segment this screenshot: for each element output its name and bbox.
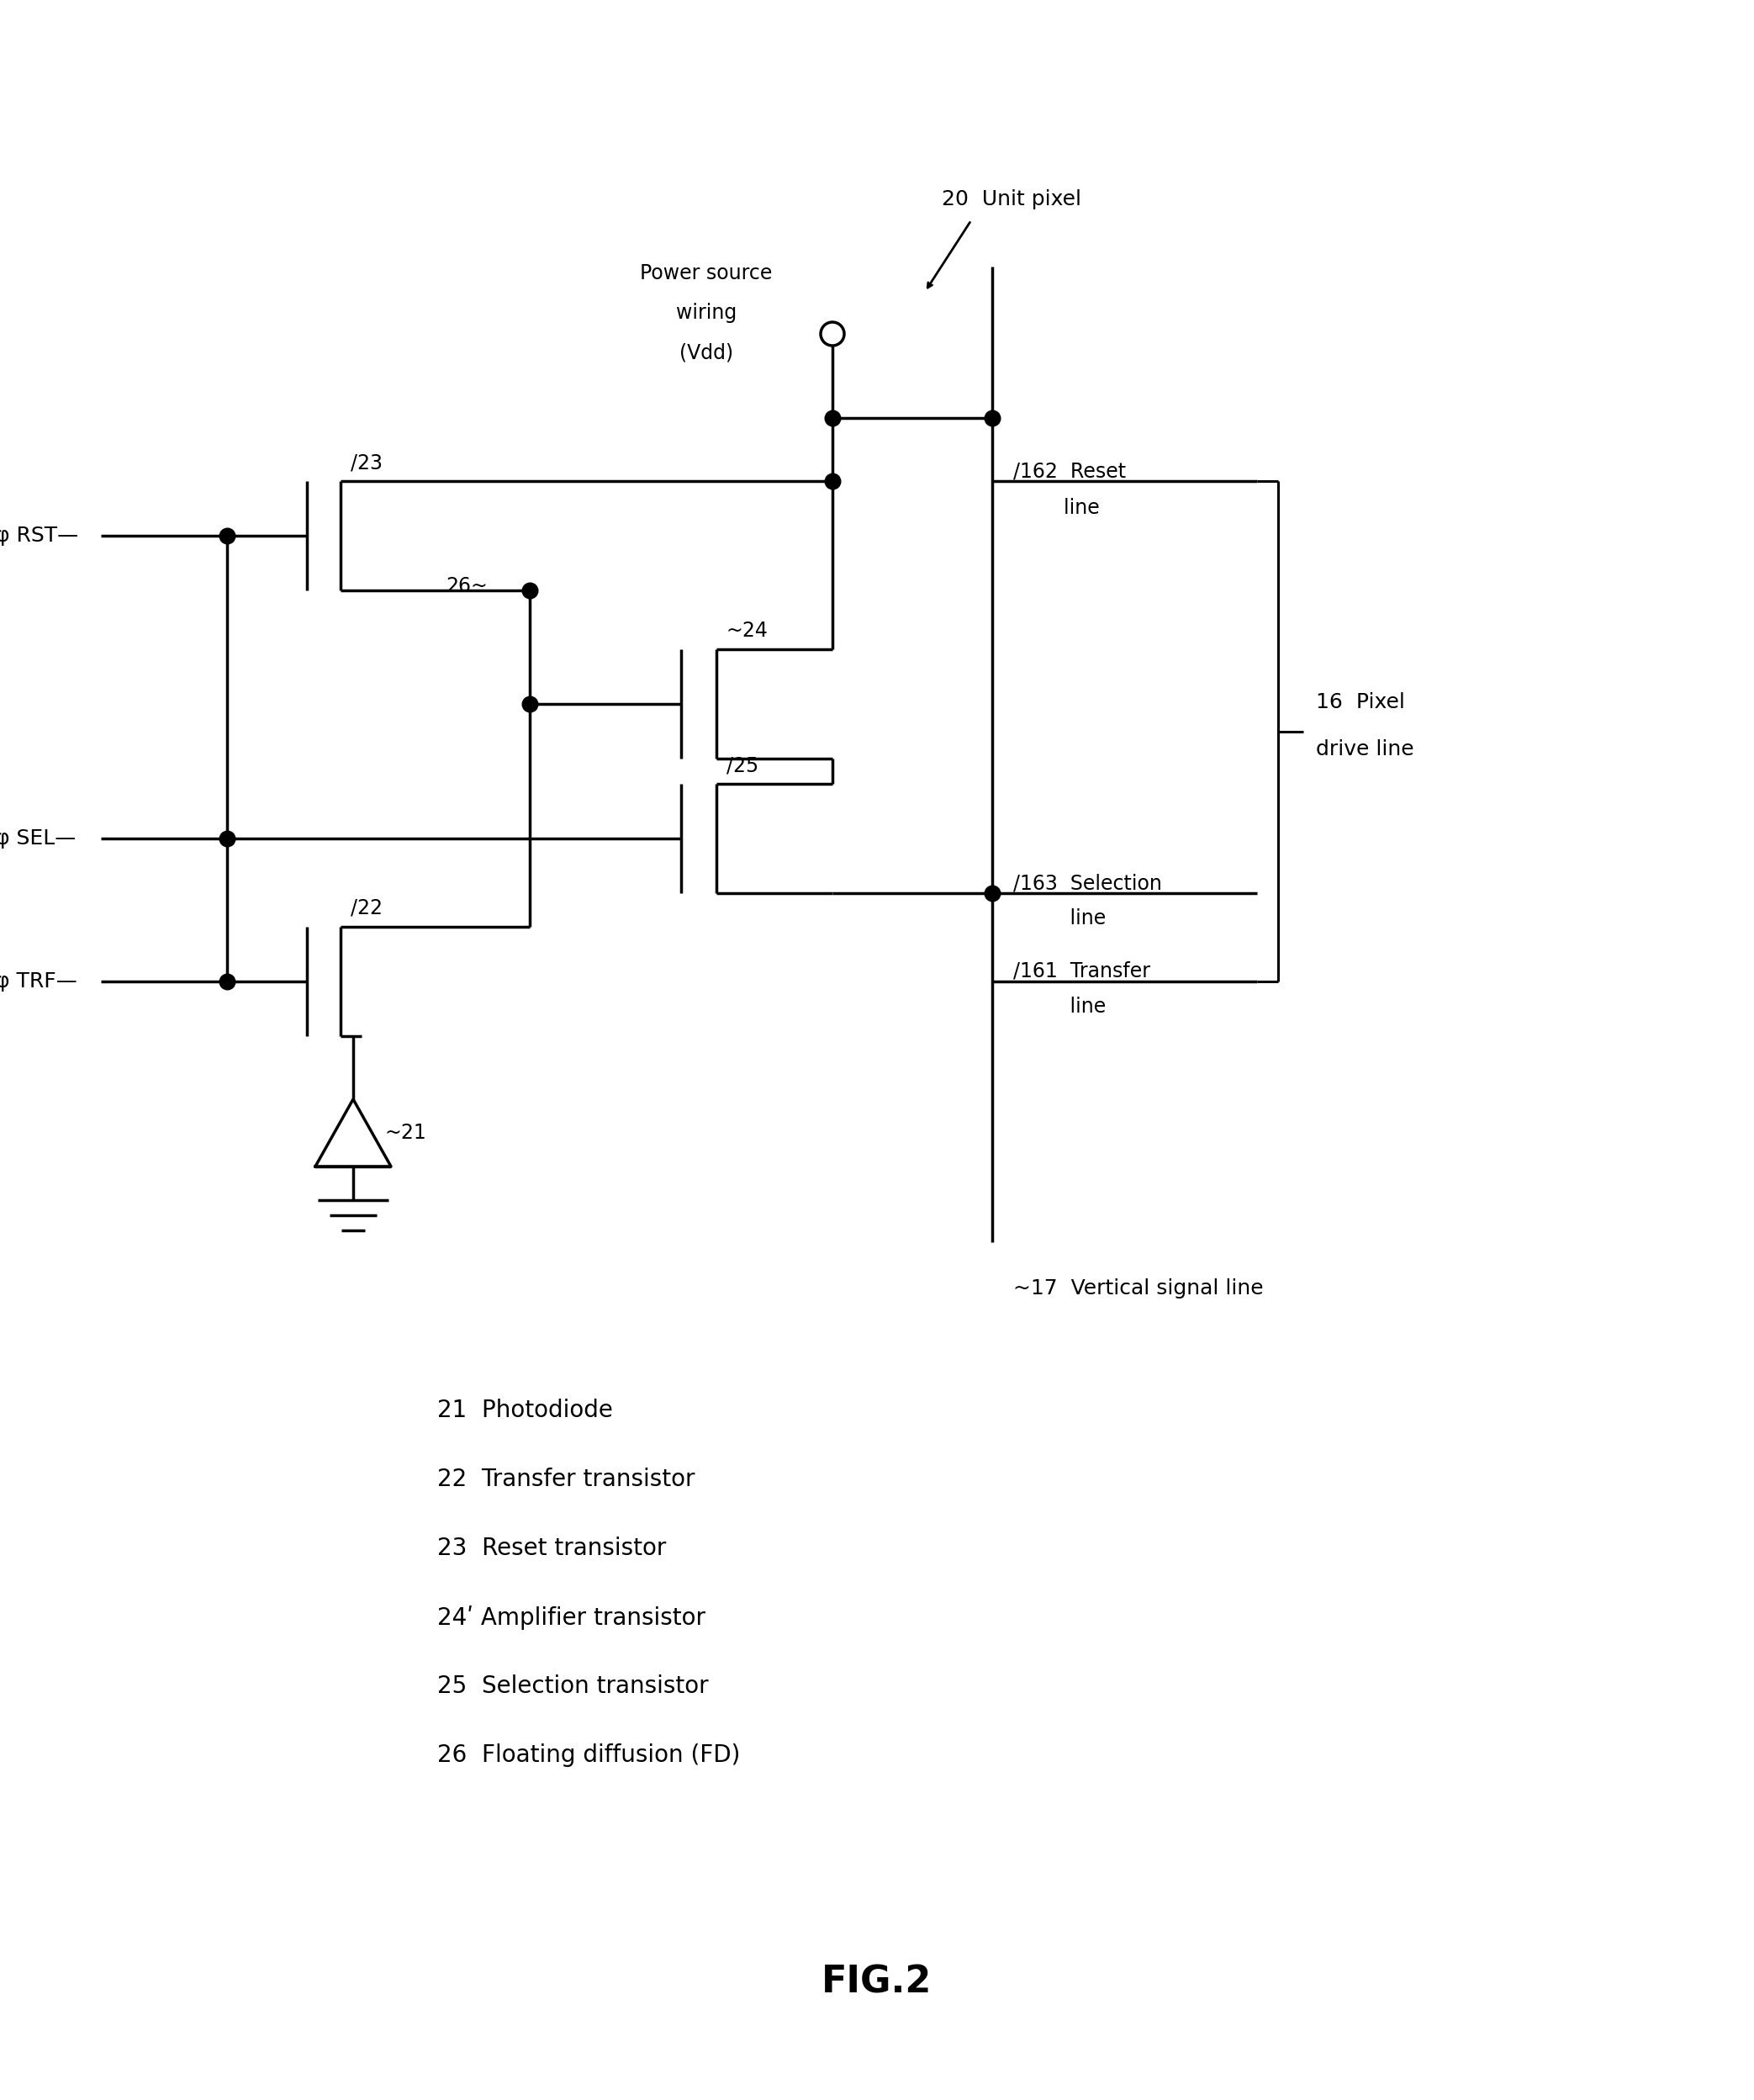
Text: ~17  Vertical signal line: ~17 Vertical signal line [1014, 1279, 1263, 1298]
Point [212, 519, 240, 552]
Text: 26  Floating diffusion (FD): 26 Floating diffusion (FD) [437, 1743, 740, 1766]
Text: /22: /22 [351, 899, 382, 918]
Text: /23: /23 [351, 452, 382, 472]
Text: ~24: ~24 [726, 622, 768, 640]
Text: line: line [1014, 498, 1100, 519]
Text: /161  Transfer: /161 Transfer [1014, 962, 1151, 981]
Point [516, 687, 544, 720]
Point [979, 876, 1007, 909]
Text: FIG.2: FIG.2 [823, 1964, 931, 2001]
Point [819, 401, 847, 435]
Point [819, 464, 847, 498]
Text: /25: /25 [726, 756, 759, 775]
Text: φ RST—: φ RST— [0, 525, 79, 546]
Text: /163  Selection: /163 Selection [1014, 874, 1161, 892]
Text: 21  Photodiode: 21 Photodiode [437, 1399, 612, 1422]
Text: 26~: 26~ [446, 575, 488, 596]
Point [212, 964, 240, 998]
Text: 25  Selection transistor: 25 Selection transistor [437, 1674, 709, 1699]
Text: (Vdd): (Vdd) [679, 342, 733, 363]
Text: line: line [1014, 909, 1107, 928]
Text: Power source: Power source [640, 262, 772, 284]
Text: ~21: ~21 [386, 1124, 426, 1142]
Text: drive line: drive line [1316, 739, 1414, 760]
Text: line: line [1014, 998, 1107, 1016]
Text: 24ʹ Amplifier transistor: 24ʹ Amplifier transistor [437, 1604, 705, 1630]
Text: 22  Transfer transistor: 22 Transfer transistor [437, 1468, 695, 1491]
Text: 16  Pixel: 16 Pixel [1316, 691, 1405, 712]
Point [212, 821, 240, 855]
Text: φ SEL—: φ SEL— [0, 827, 75, 848]
Text: wiring: wiring [675, 302, 737, 323]
Point [516, 573, 544, 607]
Point [979, 401, 1007, 435]
Text: 20  Unit pixel: 20 Unit pixel [942, 189, 1080, 210]
Text: /162  Reset: /162 Reset [1014, 460, 1126, 481]
Text: 23  Reset transistor: 23 Reset transistor [437, 1537, 667, 1560]
Text: φ TRF—: φ TRF— [0, 972, 77, 991]
